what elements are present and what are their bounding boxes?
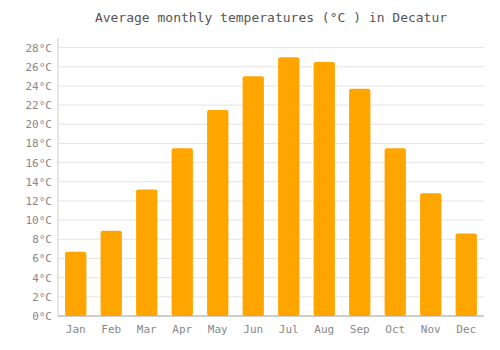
y-tick-label: 22°C bbox=[26, 99, 53, 112]
y-axis: 0°C 2°C 4°C 6°C 8°C 10°C 12°C 14°C 16°C 18°C 20°C 2… bbox=[26, 38, 59, 323]
grid-line bbox=[58, 66, 484, 67]
x-tick-label: Jul bbox=[279, 323, 299, 336]
bar bbox=[314, 62, 335, 316]
bar bbox=[456, 234, 477, 316]
grid-line bbox=[58, 143, 484, 144]
y-tick-label: 26°C bbox=[26, 61, 53, 74]
bar bbox=[65, 252, 86, 316]
x-tick-label: May bbox=[208, 323, 228, 336]
grid-line bbox=[58, 181, 484, 182]
chart-container: Average monthly temperatures (°C ) in De… bbox=[0, 0, 500, 350]
x-tick-label: Apr bbox=[172, 323, 192, 336]
y-tick-label: 4°C bbox=[32, 272, 52, 285]
y-tick-label: 12°C bbox=[26, 195, 53, 208]
grid-line bbox=[58, 105, 484, 106]
bar bbox=[420, 193, 441, 316]
bar bbox=[385, 148, 406, 316]
y-tick-label: 10°C bbox=[26, 214, 53, 227]
x-tick-label: Mar bbox=[137, 323, 157, 336]
y-tick-label: 8°C bbox=[32, 233, 52, 246]
y-tick-label: 6°C bbox=[32, 252, 52, 265]
bar bbox=[278, 57, 299, 316]
bars bbox=[65, 57, 477, 316]
grid-line bbox=[58, 124, 484, 125]
grid-line bbox=[58, 85, 484, 86]
y-axis-line bbox=[58, 38, 59, 316]
x-axis: Jan Feb Mar Apr May Jun Jul Aug Sep Oct Nov Dec bbox=[58, 316, 484, 336]
grid-line bbox=[58, 316, 484, 317]
grid-line bbox=[58, 47, 484, 48]
x-tick-label: Jun bbox=[243, 323, 263, 336]
bar bbox=[172, 148, 193, 316]
x-tick-label: Jan bbox=[66, 323, 86, 336]
x-tick-label: Aug bbox=[314, 323, 334, 336]
chart-svg: Average monthly temperatures (°C ) in De… bbox=[0, 0, 500, 350]
bar bbox=[243, 76, 264, 316]
bar bbox=[207, 110, 228, 316]
x-tick-label: Nov bbox=[421, 323, 441, 336]
y-tick-label: 2°C bbox=[32, 291, 52, 304]
y-tick-label: 20°C bbox=[26, 118, 53, 131]
x-tick-label: Feb bbox=[101, 323, 121, 336]
y-tick-label: 0°C bbox=[32, 310, 52, 323]
chart-title: Average monthly temperatures (°C ) in De… bbox=[95, 10, 447, 25]
grid-line bbox=[58, 162, 484, 163]
y-tick-label: 24°C bbox=[26, 80, 53, 93]
bar bbox=[136, 189, 157, 316]
bar bbox=[349, 89, 370, 316]
bar bbox=[101, 231, 122, 316]
y-tick-label: 28°C bbox=[26, 42, 53, 55]
y-tick-label: 18°C bbox=[26, 137, 53, 150]
x-tick-label: Sep bbox=[350, 323, 370, 336]
x-tick-label: Dec bbox=[456, 323, 476, 336]
grid bbox=[58, 48, 484, 316]
x-tick-label: Oct bbox=[385, 323, 405, 336]
y-tick-label: 14°C bbox=[26, 176, 53, 189]
x-axis-line bbox=[58, 316, 484, 317]
y-tick-label: 16°C bbox=[26, 157, 53, 170]
